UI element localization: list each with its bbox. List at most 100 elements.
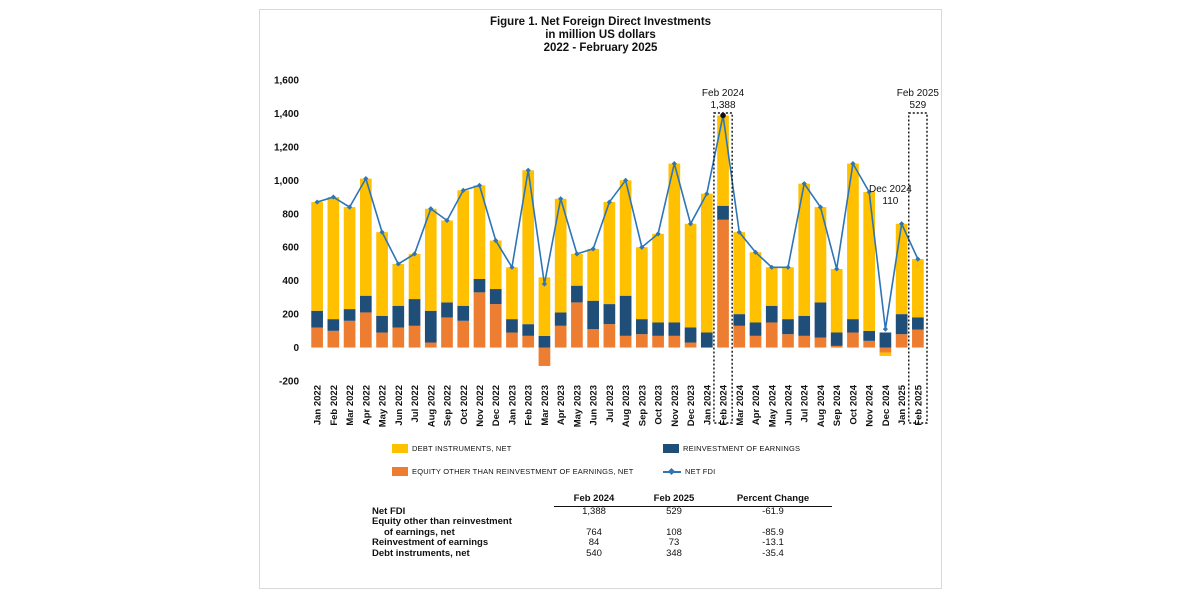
x-tick-label: Jul 2022	[410, 385, 421, 423]
bar-reinvestment	[376, 315, 388, 333]
table-header-feb2024: Feb 2024	[554, 493, 634, 507]
bar-equity	[506, 332, 518, 348]
y-tick-label: 0	[293, 343, 299, 354]
bar-reinvestment	[473, 278, 486, 293]
x-tick-label: Mar 2022	[345, 385, 356, 426]
bar-debt	[376, 232, 388, 316]
bar-equity	[424, 342, 437, 348]
x-tick-label: Aug 2024	[816, 384, 827, 427]
bar-debt	[652, 233, 664, 323]
bar-equity	[327, 330, 340, 348]
bar-equity	[441, 317, 453, 348]
x-tick-label: Jun 2024	[783, 384, 794, 425]
bar-debt	[619, 180, 632, 296]
x-tick-label: Sep 2023	[637, 385, 648, 426]
bar-debt	[684, 223, 697, 328]
bar-reinvestment	[327, 319, 340, 331]
y-tick-label: 200	[282, 310, 299, 321]
x-tick-label: Jan 2024	[702, 384, 713, 425]
net-fdi-point	[850, 161, 856, 167]
bar-reinvestment	[587, 300, 599, 330]
x-tick-label: Jul 2023	[605, 385, 616, 423]
x-tick-label: Sep 2022	[443, 385, 454, 426]
x-tick-label: Apr 2022	[361, 385, 372, 425]
bar-debt	[717, 115, 729, 206]
bar-equity	[668, 335, 681, 348]
bar-debt	[765, 267, 778, 306]
net-fdi-point	[346, 204, 353, 210]
bar-equity	[879, 347, 892, 353]
net-fdi-point	[687, 221, 694, 227]
table-header-row: Feb 2024 Feb 2025 Percent Change	[368, 493, 832, 507]
y-tick-label: 800	[282, 209, 299, 220]
cell-pct: -13.1	[762, 537, 784, 548]
net-fdi-point	[460, 187, 466, 193]
y-tick-label: -200	[279, 377, 299, 388]
x-tick-label: Feb 2025	[913, 384, 924, 425]
bar-reinvestment	[912, 317, 924, 330]
bar-debt	[847, 163, 859, 320]
net-fdi-point	[785, 264, 791, 270]
cell-pct: -35.4	[762, 547, 784, 559]
bar-reinvestment	[392, 305, 405, 328]
x-tick-label: Feb 2024	[719, 384, 730, 425]
x-tick-label: Apr 2023	[556, 385, 567, 425]
x-tick-label: Mar 2023	[540, 385, 551, 426]
cell-feb2025: 73	[668, 537, 680, 548]
bar-reinvestment	[847, 319, 859, 333]
bar-equity	[830, 345, 843, 348]
x-axis: Jan 2022 Feb 2022 Mar 2022 Apr 2022 May 2022…	[313, 384, 925, 427]
net-fdi-point	[736, 229, 742, 235]
x-tick-label: Oct 2022	[459, 385, 470, 425]
x-tick-label: Jan 2022	[313, 385, 324, 425]
bar-equity	[359, 312, 372, 348]
bar-debt	[359, 178, 372, 296]
bar-equity	[798, 335, 811, 348]
bar-debt	[895, 223, 908, 315]
bar-debt	[782, 267, 794, 320]
net-fdi-point	[834, 266, 840, 272]
table-header-pct: Percent Change	[714, 493, 832, 507]
cell-feb2025: 529	[666, 505, 682, 517]
legend-swatch-netfdi	[663, 467, 681, 476]
bar-equity	[765, 322, 778, 348]
bar-debt	[522, 170, 535, 325]
cell-feb2024: 84	[588, 537, 600, 548]
highlight-box	[908, 112, 928, 424]
y-tick-label: 1,600	[274, 76, 299, 87]
table-header-feb2025: Feb 2025	[634, 493, 714, 507]
cell-feb2024: 540	[586, 547, 602, 559]
bar-debt	[700, 193, 713, 333]
bar-equity	[847, 332, 859, 348]
x-tick-label: Jul 2024	[800, 384, 811, 422]
bar-debt	[798, 183, 811, 316]
net-fdi-line	[316, 115, 919, 330]
bar-reinvestment	[571, 285, 583, 303]
bar-equity	[311, 327, 323, 348]
figure-frame	[259, 9, 942, 589]
net-fdi-point	[428, 206, 434, 212]
legend-swatch-debt	[392, 444, 408, 453]
bar-reinvestment	[489, 289, 502, 305]
legend-label-reinvest: REINVESTMENT OF EARNINGS	[683, 444, 801, 453]
bar-reinvestment	[636, 319, 648, 335]
bar-reinvestment	[619, 295, 632, 336]
x-tick-label: Oct 2024	[848, 384, 859, 424]
bar-reinvestment	[684, 327, 697, 343]
bar-equity	[538, 347, 551, 366]
bar-equity	[473, 292, 486, 348]
x-tick-label: Dec 2023	[686, 385, 697, 426]
bar-debt	[879, 352, 892, 356]
table-row: Equity other than reinvestment	[368, 516, 832, 528]
x-tick-label: Nov 2023	[670, 385, 681, 427]
bar-equity	[587, 329, 599, 348]
net-fdi-point	[541, 281, 548, 287]
net-fdi-point	[817, 204, 824, 210]
table-row: of earnings, net 764 108 -85.9	[368, 527, 832, 539]
x-tick-label: Mar 2024	[735, 384, 746, 425]
bar-debt	[668, 163, 681, 323]
bar-equity	[603, 324, 616, 348]
bar-equity	[895, 334, 908, 348]
x-tick-label: Jan 2023	[507, 385, 518, 425]
annotation-value: 529	[910, 100, 927, 111]
